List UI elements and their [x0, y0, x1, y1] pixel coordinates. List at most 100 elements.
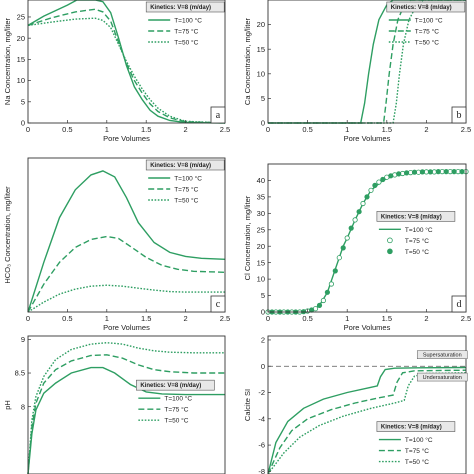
panel-d-series-2-point-22: [443, 169, 449, 175]
panel-a-y-tick-label-4: 20: [17, 34, 25, 43]
panel-c-x-tick-label-2: 1: [105, 314, 109, 323]
panel-a-legend-entry-50: T=50 °C: [174, 39, 198, 47]
panel-f-legend-title-box: [376, 421, 456, 432]
panel-d-legend-entry-100: T=100 °C: [405, 226, 433, 234]
panel-d-y-tick-label-0: 0: [261, 308, 265, 317]
panel-d-y-tick-label-7: 35: [257, 192, 265, 201]
panel-e-series: [27, 341, 225, 474]
panel-d-y-axis-label: Cl Concentration, mg/liter: [243, 195, 252, 280]
panel-a-x-tick-label-2: 1: [105, 125, 109, 134]
panel-d-series-2-point-15: [388, 173, 394, 179]
panel-b-x-tick-label-3: 1.5: [382, 125, 392, 134]
panel-f-series-0-line: [267, 366, 467, 474]
panel-e-y-axis-label: pH: [3, 400, 12, 410]
panel-f-y-tick-label-1: 0: [261, 362, 265, 371]
panel-d-series-2-point-12: [364, 194, 370, 200]
panel-d-series-1-point-8: [328, 281, 334, 287]
panel-d-x-tick-label-1: 0.5: [302, 314, 312, 323]
panel-f-series: [267, 366, 467, 474]
panel-d-label: d: [457, 299, 462, 310]
panel-c-legend-entry-50: T=50 °C: [174, 197, 198, 205]
panel-b-legend-entry-50: T=50 °C: [415, 39, 439, 47]
panel-b-x-tick-label-5: 2.5: [461, 125, 471, 134]
panel-d-series: [265, 169, 469, 315]
panel-a-y-tick-label-2: 10: [17, 76, 25, 85]
panel-d-legend-marker-75: [387, 237, 393, 244]
panel-d-series-2-point-19: [419, 169, 425, 175]
undersaturation-box: [416, 372, 468, 382]
panel-e-legend-entry-75: T=75 °C: [164, 406, 188, 414]
panel-d-y-tick-label-3: 15: [257, 258, 265, 267]
panel-a-label: a: [216, 110, 221, 121]
panel-d-series-2-point-16: [396, 171, 402, 177]
panel-e-legend-entry-100: T=100 °C: [164, 395, 192, 403]
panel-d-series-0-line: [268, 170, 467, 313]
panel-d-x-tick-label-2: 1: [345, 314, 349, 323]
panel-a-y-ticks: 0 5 10 15 20 25: [17, 13, 31, 128]
panel-d-series-1-point-7: [320, 297, 326, 304]
panel-d-series-2-point-7: [324, 289, 330, 295]
panel-d-y-tick-label-4: 20: [257, 242, 265, 251]
panel-d-x-axis-label: Pore Volumes: [344, 323, 391, 332]
panel-b-x-axis-label: Pore Volumes: [344, 134, 391, 143]
panel-d-x-tick-label-3: 1.5: [382, 314, 392, 323]
panel-d-legend-entry-50: T=50 °C: [405, 248, 429, 256]
panel-d: 0 0.5 1 1.5 2 2.5 0 5 10 15 20 25 30 35 40 Cl Concent…: [243, 163, 471, 332]
panel-d-legend-entry-75: T=75 °C: [405, 237, 429, 245]
panel-a-y-axis-label: Na Concentration, mg/liter: [3, 17, 12, 105]
panel-a-y-tick-label-3: 15: [17, 55, 25, 64]
panel-c-label-box: [210, 295, 226, 313]
panel-f-y-tick-label-0: 2: [261, 336, 265, 345]
panel-a-label-box: [210, 106, 226, 124]
panel-f-legend-entry-50: T=50 °C: [405, 458, 429, 466]
panel-b-x-ticks: 0 0.5 1 1.5 2 2.5: [266, 120, 471, 134]
panel-c-series-1-line: [27, 235, 226, 313]
panel-b-x-tick-label-0: 0: [266, 125, 270, 134]
panel-b-y-axis-label: Ca Concentration, mg/liter: [243, 17, 252, 105]
panel-c-x-axis-label: Pore Volumes: [103, 323, 150, 332]
panel-d-series-2-point-8: [332, 268, 338, 274]
panel-d-legend-marker-50: [387, 248, 393, 255]
panel-a-y-tick-label-0: 0: [21, 119, 25, 128]
panel-a-y-tick-label-1: 5: [21, 97, 25, 106]
panel-d-y-tick-label-8: 40: [257, 176, 265, 185]
panel-f-y-axis-label: Calcite SI: [243, 389, 252, 421]
panel-b-y-tick-label-4: 20: [257, 20, 265, 29]
panel-e-legend-title-box: [136, 379, 215, 391]
panel-f-axes-frame: [267, 335, 467, 474]
panel-d-x-tick-label-5: 2.5: [461, 314, 471, 323]
panel-b-series: [268, 0, 466, 124]
panel-b-series-2-line: [268, 0, 466, 124]
panel-a-y-tick-label-5: 25: [17, 13, 25, 22]
panel-b-legend-entry-75: T=75 °C: [415, 28, 439, 36]
panel-e-y-ticks: 88.59: [15, 335, 31, 411]
panel-b-y-ticks: 0 5 10 15 20: [257, 20, 271, 128]
panel-c: 0 0.5 1 1.5 2 2.5 HCO₃ Concentration, mg/lite…: [3, 157, 230, 332]
panel-d-y-ticks: 0 5 10 15 20 25 30 35 40: [257, 176, 271, 317]
panel-b-label: b: [457, 110, 462, 121]
panel-b-legend-entry-100: T=100 °C: [415, 17, 443, 25]
panel-d-series-2-point-18: [411, 169, 418, 175]
panel-a-x-tick-label-4: 2: [184, 125, 188, 134]
panel-f-legend: Kinetics: V=8 (m/day) T=100 °C T=75 °C T…: [376, 421, 456, 466]
panel-b: 0 0.5 1 1.5 2 2.5 0 5 10 15 20 Ca Concentration, …: [243, 0, 471, 143]
panel-c-legend: Kinetics: V=8 (m/day) T=100 °C T=75 °C T…: [145, 159, 225, 205]
panel-f-legend-entry-75: T=75 °C: [405, 447, 429, 455]
supersaturation-label: Supersaturation: [423, 353, 462, 359]
panel-f-y-ticks: 2 0 -2 -4 -6 -8: [258, 336, 271, 474]
panel-f-legend-title: Kinetics: V=8 (m/day): [381, 425, 442, 431]
panel-c-x-tick-label-1: 0.5: [62, 314, 72, 323]
panel-a-legend-entry-75: T=75 °C: [174, 28, 198, 36]
panel-d-series-1-point-12: [360, 200, 366, 207]
panel-d-y-tick-label-5: 25: [257, 225, 265, 234]
panel-c-axes-frame: [27, 157, 226, 313]
panel-e-series-1-line: [27, 354, 225, 474]
panel-c-label: c: [216, 299, 221, 310]
panel-b-y-tick-label-1: 5: [261, 94, 265, 103]
panel-c-x-tick-label-3: 1.5: [141, 314, 151, 323]
panel-c-legend-title: Kinetics: V=8 (m/day): [150, 163, 211, 169]
panel-d-series-1-point-10: [344, 235, 350, 241]
panel-d-x-tick-label-4: 2: [424, 314, 428, 323]
panel-d-series-2-point-23: [451, 169, 457, 175]
panel-d-series-2-point-14: [380, 176, 386, 183]
